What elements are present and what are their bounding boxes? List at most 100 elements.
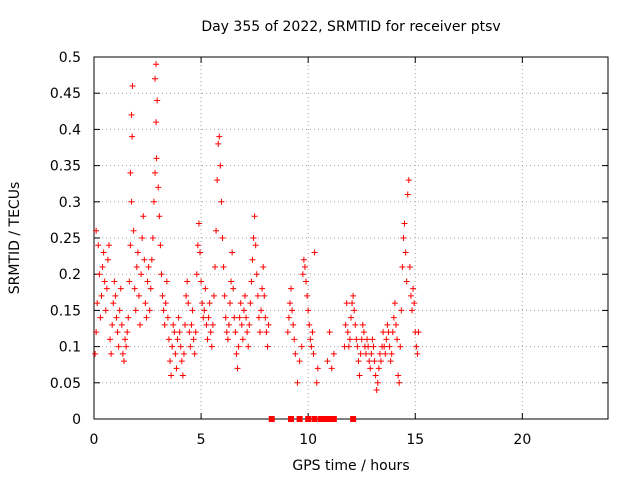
data-point bbox=[343, 300, 350, 307]
tick-marks bbox=[93, 56, 608, 420]
y-tick-label: 0.45 bbox=[50, 86, 81, 102]
data-point bbox=[145, 263, 152, 270]
data-point bbox=[189, 307, 196, 314]
data-point bbox=[108, 350, 115, 357]
data-point bbox=[208, 343, 215, 350]
y-tick-label: 0.1 bbox=[59, 340, 81, 356]
data-point bbox=[111, 278, 118, 285]
data-point bbox=[368, 350, 375, 357]
y-tick-labels: 0 0.05 0.1 0.15 0.2 0.25 0.3 0.35 0.4 0.45 0.5 bbox=[50, 50, 81, 428]
data-point bbox=[313, 379, 320, 386]
data-point bbox=[399, 263, 406, 270]
data-point bbox=[300, 256, 307, 263]
data-point bbox=[373, 387, 380, 394]
data-point bbox=[240, 307, 247, 314]
zero-point bbox=[296, 416, 303, 422]
data-point bbox=[292, 350, 299, 357]
data-point bbox=[403, 278, 410, 285]
data-point bbox=[391, 300, 398, 307]
data-point bbox=[264, 343, 271, 350]
data-point bbox=[93, 329, 100, 336]
data-point bbox=[305, 307, 312, 314]
data-point bbox=[165, 336, 172, 343]
data-point bbox=[372, 372, 379, 379]
zero-point bbox=[311, 416, 318, 422]
data-point bbox=[123, 343, 130, 350]
data-point bbox=[291, 336, 298, 343]
data-point bbox=[198, 278, 205, 285]
data-point bbox=[250, 235, 257, 241]
data-point bbox=[381, 343, 388, 350]
data-point bbox=[125, 314, 132, 321]
data-point bbox=[358, 336, 365, 343]
data-point bbox=[288, 285, 295, 292]
data-point bbox=[182, 321, 189, 328]
data-point bbox=[309, 329, 316, 336]
y-tick-label: 0.4 bbox=[59, 122, 81, 138]
data-point bbox=[99, 263, 106, 270]
data-point bbox=[171, 329, 178, 336]
y-tick-label: 0.35 bbox=[50, 159, 81, 175]
data-point bbox=[413, 343, 420, 350]
data-point bbox=[386, 343, 393, 350]
data-point bbox=[263, 329, 270, 336]
data-point bbox=[362, 350, 369, 357]
data-point bbox=[258, 307, 265, 314]
data-point bbox=[205, 314, 212, 321]
data-point bbox=[233, 350, 240, 357]
data-point bbox=[175, 314, 182, 321]
data-point bbox=[158, 271, 165, 278]
data-point bbox=[384, 321, 391, 328]
data-point bbox=[389, 329, 396, 336]
data-point bbox=[110, 300, 117, 307]
data-point bbox=[219, 235, 226, 241]
data-point bbox=[135, 292, 142, 299]
data-point bbox=[191, 350, 198, 357]
data-point bbox=[231, 314, 238, 321]
data-point bbox=[346, 336, 353, 343]
data-point bbox=[164, 314, 171, 321]
data-point bbox=[140, 213, 147, 220]
data-point bbox=[296, 358, 303, 365]
data-point bbox=[262, 314, 269, 321]
zero-point bbox=[268, 416, 275, 422]
data-point bbox=[190, 336, 197, 343]
data-point bbox=[284, 329, 291, 336]
data-point bbox=[307, 336, 314, 343]
data-point bbox=[382, 350, 389, 357]
data-point bbox=[184, 278, 191, 285]
data-point bbox=[104, 256, 111, 263]
data-point bbox=[210, 292, 217, 299]
data-point bbox=[128, 198, 135, 205]
data-point bbox=[200, 314, 207, 321]
data-point bbox=[324, 358, 331, 365]
data-point bbox=[206, 300, 213, 307]
data-point bbox=[241, 292, 248, 299]
data-point bbox=[359, 321, 366, 328]
y-tick-label: 0.2 bbox=[59, 267, 81, 283]
data-point bbox=[303, 278, 310, 285]
data-point bbox=[390, 314, 397, 321]
data-point bbox=[234, 365, 241, 372]
data-point bbox=[350, 292, 357, 299]
data-point bbox=[220, 263, 227, 270]
data-point bbox=[193, 271, 200, 278]
data-point bbox=[120, 358, 127, 365]
data-point bbox=[400, 235, 407, 241]
data-point bbox=[348, 314, 354, 321]
data-point bbox=[177, 343, 184, 350]
data-point bbox=[170, 321, 177, 328]
data-point bbox=[186, 329, 193, 336]
data-point bbox=[345, 343, 352, 350]
data-point bbox=[215, 140, 222, 147]
data-point bbox=[380, 329, 387, 336]
data-point bbox=[223, 329, 230, 336]
y-tick-label: 0.15 bbox=[50, 303, 81, 319]
data-point bbox=[114, 329, 121, 336]
data-point bbox=[167, 358, 174, 365]
data-point bbox=[201, 307, 208, 314]
y-tick-label: 0.3 bbox=[59, 195, 81, 211]
data-point bbox=[107, 336, 114, 343]
data-point bbox=[243, 314, 250, 321]
data-point bbox=[119, 350, 126, 357]
